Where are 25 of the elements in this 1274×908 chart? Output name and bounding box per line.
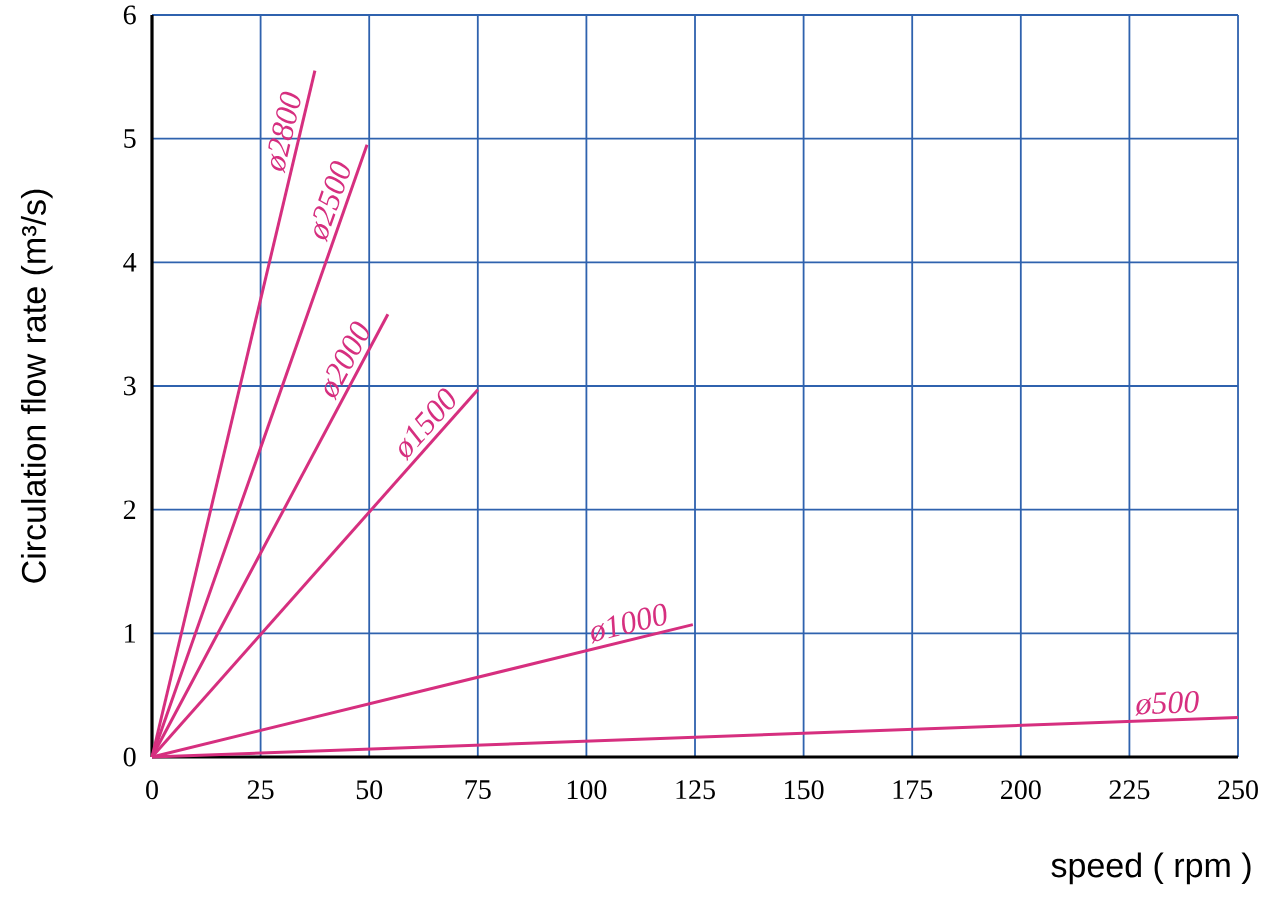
x-tick-label: 125 — [676, 780, 715, 800]
text: ø2800 — [268, 91, 301, 174]
y-tick-label: 6 — [123, 5, 136, 25]
x-tick-label: 25 — [247, 780, 274, 800]
series-label: ø500 — [1135, 690, 1199, 716]
x-tick-label: 75 — [465, 780, 491, 799]
x-tick-label: 150 — [785, 780, 824, 800]
x-tick-label: 100 — [567, 780, 607, 800]
y-tick-label: 5 — [124, 129, 136, 148]
y-tick-label: 0 — [123, 747, 136, 767]
text: ø2500 — [313, 160, 350, 243]
x-tick-label: 0 — [146, 780, 158, 800]
x-tick-label: 50 — [356, 780, 383, 800]
y-tick-label: 1 — [125, 624, 135, 643]
x-tick-label: 200 — [1001, 780, 1041, 800]
x-axis-title: speed ( rpm ) — [1051, 852, 1251, 885]
text: ø2000 — [324, 321, 369, 401]
y-tick-label: 2 — [123, 500, 136, 519]
y-tick-label: 4 — [123, 253, 137, 272]
y-tick-label: 3 — [124, 376, 136, 396]
x-tick-label: 250 — [1218, 780, 1258, 800]
x-tick-label: 175 — [893, 780, 933, 800]
text: ø1000 — [591, 603, 667, 644]
x-tick-label: 225 — [1109, 780, 1150, 800]
y-axis-title: Circulation flow rate (m³/s) — [20, 189, 53, 583]
